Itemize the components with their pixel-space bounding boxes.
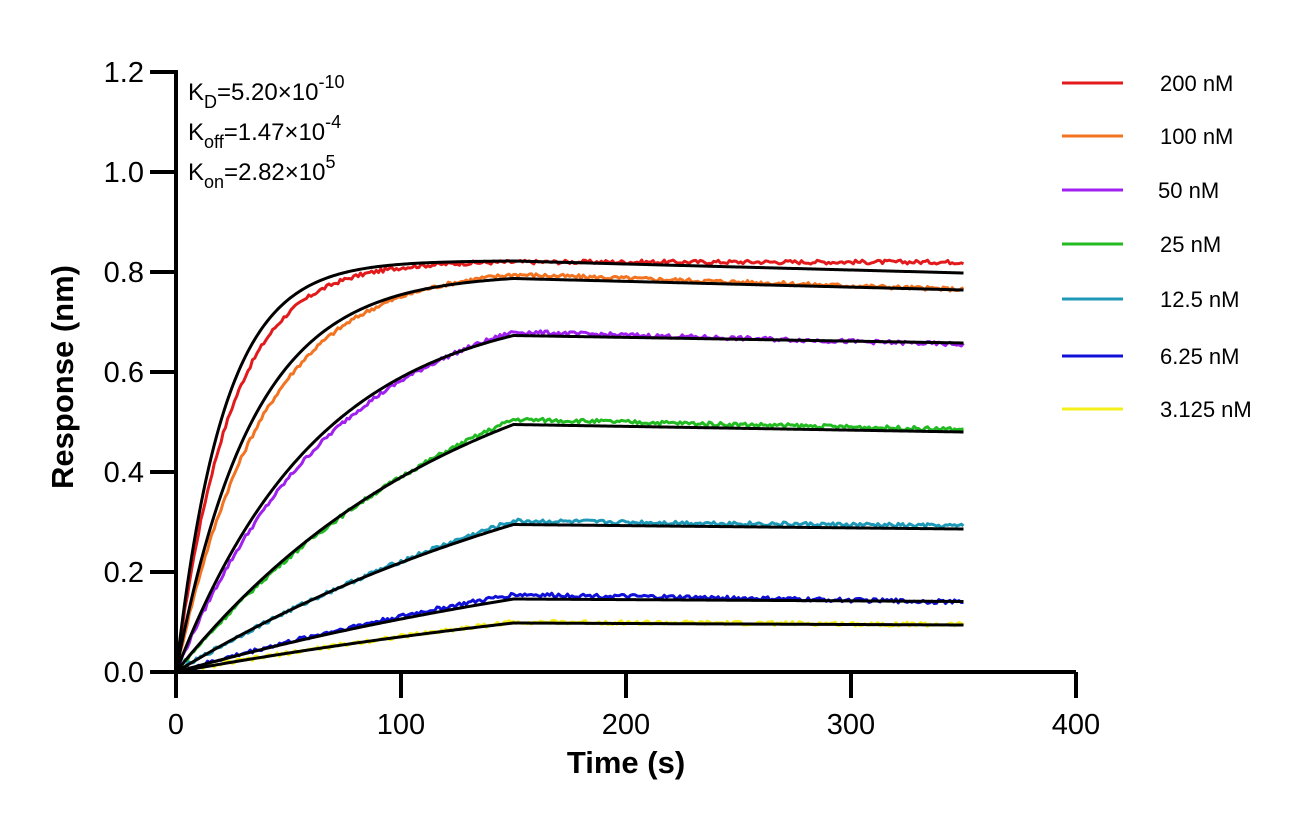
measured-curve-6.25-nm — [175, 591, 964, 674]
x-tick-label: 200 — [602, 709, 650, 741]
annotation-exp: -4 — [325, 112, 341, 132]
legend-label: 200 nM — [1160, 71, 1233, 96]
legend-label: 50 nM — [1158, 178, 1219, 203]
x-axis-title: Time (s) — [567, 745, 685, 780]
y-tick-label: 1.2 — [104, 57, 144, 89]
fit-curve-12.5-nm — [175, 523, 964, 674]
annotation-kon: Kon=2.82×105 — [188, 152, 336, 192]
legend-label: 6.25 nM — [1160, 344, 1240, 369]
x-tick-label: 100 — [377, 709, 425, 741]
annotation-sub: on — [204, 172, 224, 192]
legend-label: 25 nM — [1160, 232, 1221, 257]
annotation-sub: D — [204, 92, 217, 112]
annotation-base: K — [188, 159, 204, 186]
annotation-base: K — [188, 119, 204, 146]
legend: 200 nM 100 nM 50 nM 25 nM 12.5 nM 6.25 nM 3.12… — [1062, 71, 1252, 422]
fit-curve-200-nm — [174, 259, 964, 673]
annotation-exp: -10 — [318, 72, 344, 92]
measured-curve-50-nm — [174, 329, 965, 673]
annotation-koff: Koff=1.47×10-4 — [188, 112, 341, 152]
y-axis-title: Response (nm) — [45, 265, 80, 489]
y-tick-label: 1.0 — [104, 157, 144, 189]
y-tick-label: 0.2 — [104, 557, 144, 589]
y-tick-label: 0.0 — [104, 657, 144, 689]
annotation-value: =2.82×10 — [224, 159, 325, 186]
x-tick-label: 400 — [1052, 709, 1100, 741]
measured-curve-100-nm — [174, 272, 965, 673]
annotation-exp: 5 — [325, 152, 335, 172]
x-tick-label: 0 — [168, 709, 184, 741]
measured-curve-3.125-nm — [176, 618, 965, 674]
fit-curve-3.125-nm — [175, 621, 964, 674]
annotation-value: =5.20×10 — [217, 79, 318, 106]
annotation-base: K — [188, 79, 204, 106]
fit-curve-100-nm — [174, 277, 964, 673]
y-tick-label: 0.6 — [104, 357, 144, 389]
y-tick-label: 0.4 — [104, 457, 144, 489]
axes-layer: 0.0 0.2 0.4 0.6 0.8 1.0 1.2 0 100 200 300 400 — [104, 57, 1101, 741]
legend-label: 3.125 nM — [1160, 397, 1252, 422]
curves-layer — [174, 258, 965, 674]
y-tick-label: 0.8 — [104, 257, 144, 289]
annotation-kd: KD=5.20×10-10 — [188, 72, 344, 112]
legend-label: 100 nM — [1160, 124, 1233, 149]
fit-curve-25-nm — [174, 423, 964, 673]
x-tick-label: 300 — [827, 709, 875, 741]
fit-curve-6.25-nm — [175, 597, 964, 674]
legend-label: 12.5 nM — [1160, 287, 1240, 312]
annotation-sub: off — [204, 132, 225, 152]
measured-curve-25-nm — [174, 416, 964, 673]
fit-curve-50-nm — [174, 334, 964, 673]
annotation-value: =1.47×10 — [224, 119, 325, 146]
